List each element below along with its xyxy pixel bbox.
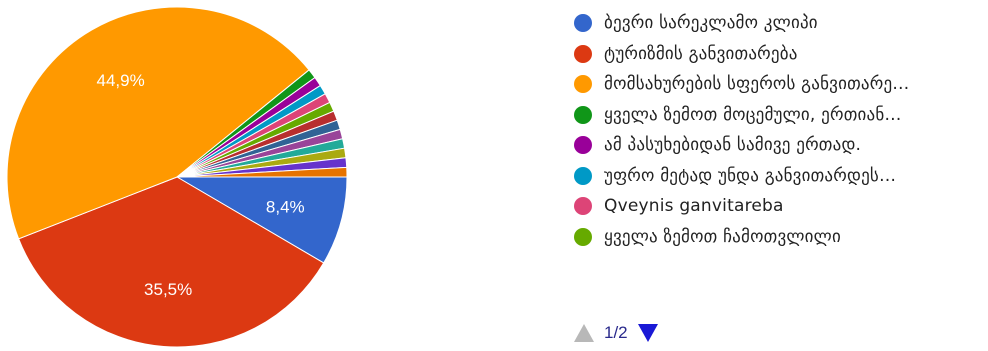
legend-item[interactable]: ყველა ზემოთ ჩამოთვლილი (574, 222, 984, 253)
legend-color-dot (574, 227, 592, 246)
legend-label: ყველა ზემოთ მოცემული, ერთიან… (604, 104, 902, 125)
legend-color-dot (574, 166, 592, 185)
legend-item[interactable]: უფრო მეტად უნდა განვითარდეს… (574, 161, 984, 192)
legend-label: უფრო მეტად უნდა განვითარდეს… (604, 165, 897, 186)
legend-item[interactable]: Qveynis ganvitareba (574, 191, 984, 222)
legend-item[interactable]: ტურიზმის განვითარება (574, 39, 984, 70)
page-indicator: 1/2 (604, 323, 628, 342)
pie-svg: 8,4% 35,5% 44,9% (6, 6, 348, 348)
legend: ბევრი სარეკლამო კლიპი ტურიზმის განვითარებ… (574, 8, 984, 252)
legend-label: ამ პასუხებიდან სამივე ერთად. (604, 135, 862, 156)
previous-page-icon (574, 324, 594, 342)
legend-item[interactable]: მომსახურების სფეროს განვითარე… (574, 69, 984, 100)
slice-percent-label: 44,9% (96, 71, 144, 90)
pie-slice[interactable] (6, 6, 310, 240)
legend-label: მომსახურების სფეროს განვითარე… (604, 74, 910, 95)
legend-color-dot (574, 14, 592, 33)
next-page-icon[interactable] (637, 324, 658, 342)
legend-color-dot (574, 105, 592, 124)
pie-slice[interactable] (176, 166, 348, 178)
slice-percent-label: 8,4% (266, 197, 305, 216)
legend-label: Qveynis ganvitareba (604, 196, 784, 217)
legend-item[interactable]: ამ პასუხებიდან სამივე ერთად. (574, 130, 984, 161)
legend-item[interactable]: ყველა ზემოთ მოცემული, ერთიან… (574, 100, 984, 131)
slice-percent-label: 35,5% (144, 280, 192, 299)
legend-color-dot (574, 44, 592, 63)
legend-color-dot (574, 136, 592, 155)
legend-color-dot (574, 75, 592, 94)
pie-slice[interactable] (17, 176, 325, 348)
legend-color-dot (574, 197, 592, 216)
legend-label: ყველა ზემოთ ჩამოთვლილი (604, 226, 841, 247)
legend-item[interactable]: ბევრი სარეკლამო კლიპი (574, 8, 984, 39)
legend-label: ბევრი სარეკლამო კლიპი (604, 13, 818, 34)
pie-slice[interactable] (175, 176, 348, 264)
pie-chart: 8,4% 35,5% 44,9% (0, 0, 360, 348)
legend-label: ტურიზმის განვითარება (604, 43, 798, 64)
legend-pager: 1/2 (574, 318, 658, 348)
